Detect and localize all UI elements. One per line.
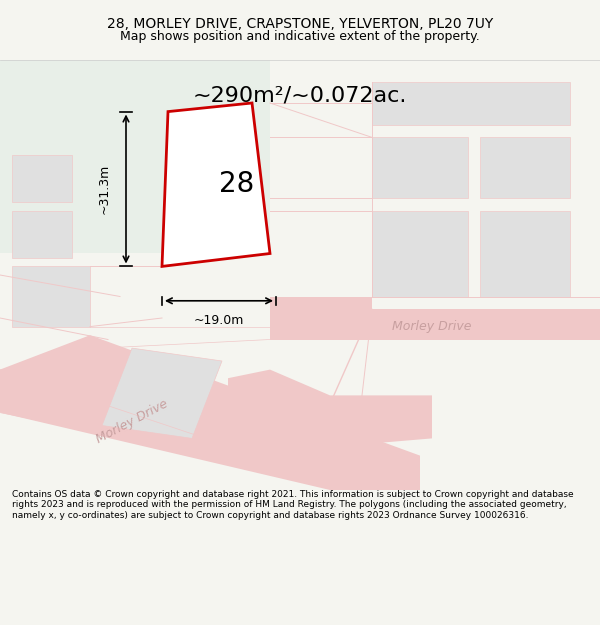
Text: Map shows position and indicative extent of the property.: Map shows position and indicative extent… xyxy=(120,30,480,43)
Text: ~290m²/~0.072ac.: ~290m²/~0.072ac. xyxy=(193,86,407,106)
Text: Morley Drive: Morley Drive xyxy=(94,397,170,446)
Text: Morley Drive: Morley Drive xyxy=(392,320,472,333)
Polygon shape xyxy=(228,369,432,447)
Polygon shape xyxy=(12,211,72,258)
Text: Contains OS data © Crown copyright and database right 2021. This information is : Contains OS data © Crown copyright and d… xyxy=(12,490,574,520)
Polygon shape xyxy=(102,348,222,438)
Polygon shape xyxy=(372,138,468,198)
Polygon shape xyxy=(270,309,600,339)
Polygon shape xyxy=(12,266,90,327)
Polygon shape xyxy=(162,103,270,266)
Polygon shape xyxy=(270,296,372,309)
Polygon shape xyxy=(12,154,72,202)
Polygon shape xyxy=(480,138,570,198)
Polygon shape xyxy=(372,81,570,124)
Text: ~19.0m: ~19.0m xyxy=(194,314,244,327)
Polygon shape xyxy=(0,335,420,490)
Text: 28, MORLEY DRIVE, CRAPSTONE, YELVERTON, PL20 7UY: 28, MORLEY DRIVE, CRAPSTONE, YELVERTON, … xyxy=(107,17,493,31)
Polygon shape xyxy=(480,211,570,296)
Polygon shape xyxy=(372,211,468,296)
Polygon shape xyxy=(0,60,270,254)
Text: ~31.3m: ~31.3m xyxy=(98,164,111,214)
Text: 28: 28 xyxy=(220,169,254,198)
